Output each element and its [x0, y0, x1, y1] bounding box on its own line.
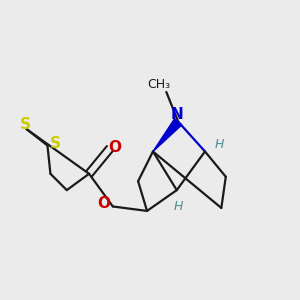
Text: CH₃: CH₃: [147, 78, 170, 91]
Text: N: N: [170, 107, 183, 122]
Text: H: H: [173, 200, 183, 213]
Text: H: H: [214, 138, 224, 151]
Text: S: S: [50, 136, 60, 151]
Polygon shape: [153, 119, 182, 152]
Text: O: O: [98, 196, 110, 211]
Text: O: O: [109, 140, 122, 154]
Text: S: S: [20, 117, 31, 132]
